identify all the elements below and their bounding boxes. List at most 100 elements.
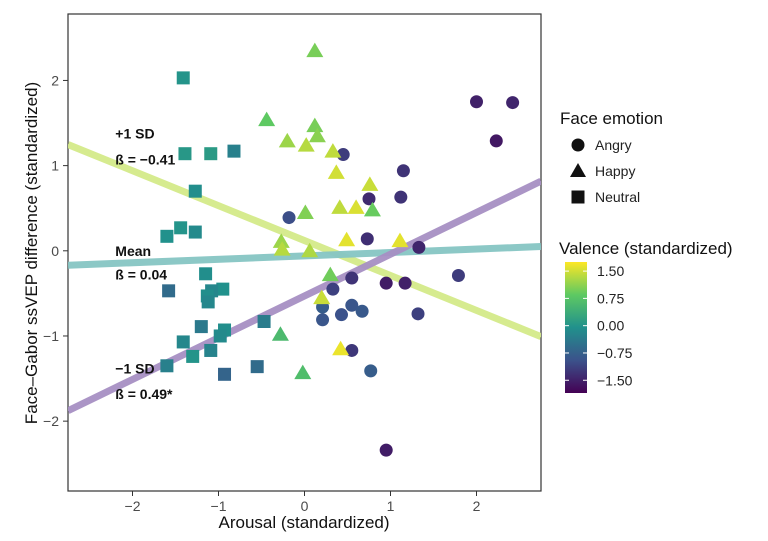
shape-legend: Face emotion Angry Happy Neutral [560,109,663,205]
data-point-angry [506,96,520,110]
data-point-angry [355,304,369,318]
regression-line-2 [68,178,541,414]
data-point-angry [451,268,465,282]
data-point-neutral [178,147,192,161]
x-axis: −2 −1 0 1 2 [125,491,481,514]
data-point-happy [308,127,326,143]
line-beta-1: ß = 0.04 [115,267,167,283]
color-legend: Valence (standardized) 1.50 0.75 0.00 −0.75… [559,239,733,393]
line-beta-0: ß = −0.41 [115,152,175,168]
data-point-neutral [174,221,188,235]
data-point-angry [360,232,374,246]
data-point-angry [411,307,425,321]
shape-legend-label: Happy [595,163,635,179]
data-point-angry [364,364,378,378]
triangle-legend-key [570,163,586,177]
colorbar-tick-label: 1.50 [597,263,624,279]
circle-legend-key [571,138,585,152]
data-point-happy [363,201,381,217]
data-point-angry [345,271,359,285]
data-point-neutral [176,71,190,85]
data-point-neutral [216,282,230,296]
data-point-happy [306,42,324,58]
x-tick-label: 2 [473,498,481,514]
square-legend-key [571,190,585,204]
data-point-neutral [257,314,271,328]
data-point-angry [334,308,348,322]
data-point-happy [296,204,314,219]
line-annotations: +1 SD ß = −0.41 Mean ß = 0.04 −1 SD ß = 0.49* [115,125,175,402]
data-point-happy [338,231,356,247]
data-point-angry [336,148,350,162]
data-point-happy [271,326,289,341]
data-point-neutral [194,320,208,334]
colorbar-tick-label: −0.75 [597,345,633,361]
data-point-angry [345,343,359,357]
shape-legend-title: Face emotion [560,109,663,128]
data-point-neutral [176,335,190,349]
data-point-neutral [188,184,202,198]
y-tick-label: −1 [43,328,59,344]
data-point-happy [332,340,350,356]
data-point-neutral [162,284,176,298]
data-point-happy [347,199,365,214]
data-point-neutral [204,147,218,161]
x-tick-label: 1 [387,498,395,514]
data-point-happy [313,289,331,305]
data-point-happy [331,199,349,214]
data-point-happy [324,143,342,158]
y-tick-label: 2 [51,72,59,88]
data-point-happy [301,242,319,258]
data-point-happy [321,266,339,282]
y-tick-label: 0 [51,243,59,259]
colorbar [565,262,587,393]
color-legend-title: Valence (standardized) [559,239,733,258]
data-point-neutral [213,329,227,343]
data-point-happy [273,241,291,256]
data-point-angry [379,276,393,290]
data-point-happy [361,176,379,191]
data-point-angry [412,240,426,254]
data-point-neutral [186,349,200,363]
data-point-neutral [204,343,218,357]
data-point-neutral [250,360,264,374]
line-label-1: Mean [115,243,151,259]
data-point-happy [391,232,409,248]
shape-legend-label: Neutral [595,189,640,205]
data-point-angry [345,298,359,312]
line-beta-2: ß = 0.49* [115,386,173,402]
x-axis-title: Arousal (standardized) [218,513,389,532]
data-point-happy [272,233,290,248]
data-point-angry [316,313,330,327]
y-tick-label: 1 [51,158,59,174]
colorbar-tick-label: −1.50 [597,372,633,388]
data-point-neutral [188,225,202,239]
data-point-happy [297,137,315,152]
data-point-happy [327,164,345,179]
data-point-happy [258,111,276,127]
data-point-angry [396,164,410,178]
data-point-angry [326,282,340,296]
data-point-neutral [201,295,215,309]
data-point-happy [294,364,312,380]
regression-line-0 [68,141,541,340]
data-point-neutral [227,144,241,158]
data-point-neutral [160,229,174,243]
colorbar-tick-label: 0.75 [597,290,624,306]
data-point-happy [278,132,296,148]
colorbar-tick-label: 0.00 [597,318,624,334]
y-axis-title: Face–Gabor ssVEP difference (standardize… [22,82,41,424]
data-point-happy [306,117,324,133]
data-point-angry [489,134,503,148]
x-tick-label: −2 [125,498,141,514]
data-point-neutral [218,367,232,381]
shape-legend-label: Angry [595,137,632,153]
data-point-neutral [199,267,213,281]
line-label-0: +1 SD [115,125,154,141]
data-point-angry [379,443,393,457]
data-point-angry [362,192,376,206]
data-point-angry [394,190,408,204]
data-point-angry [282,211,296,225]
data-point-angry [470,95,483,109]
